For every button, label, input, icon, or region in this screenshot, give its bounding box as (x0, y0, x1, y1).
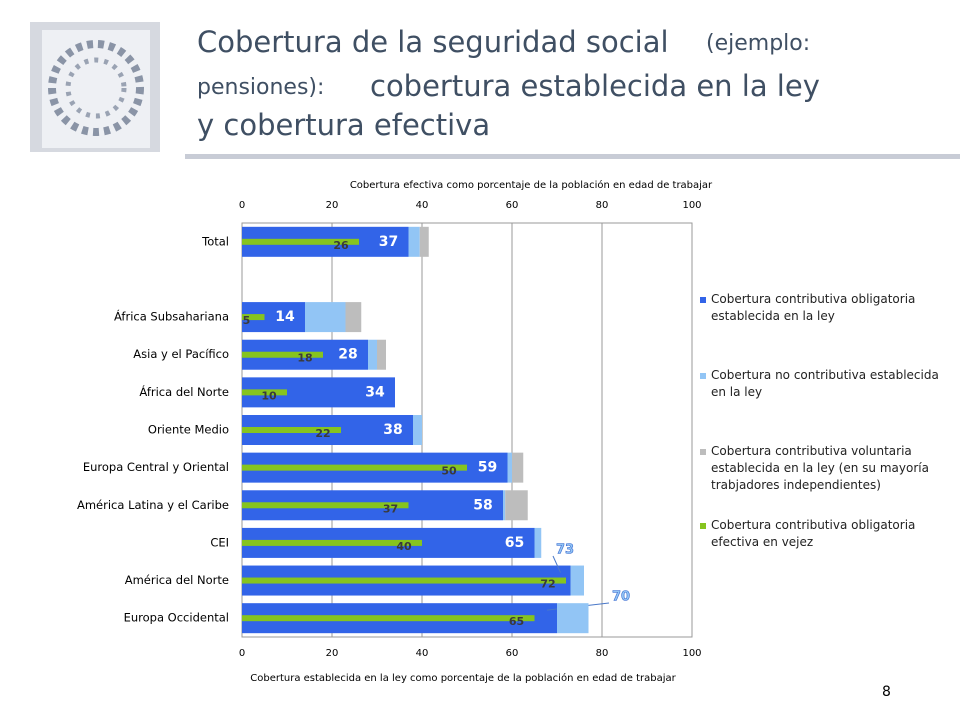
bar-segment (503, 490, 506, 521)
legend-entry: Cobertura contributiva obligatoria estab… (711, 292, 916, 323)
bar-label: 26 (333, 239, 349, 252)
bar-label: 58 (473, 497, 492, 513)
bar-label: 37 (379, 234, 398, 250)
bar-effective (242, 427, 341, 433)
legend-entry: Cobertura contributiva obligatoria efect… (711, 518, 916, 549)
bar-segment (505, 490, 528, 521)
bar-label: 40 (396, 540, 412, 553)
y-tick-label: África del Norte (139, 384, 229, 399)
y-tick-label: América Latina y el Caribe (77, 498, 229, 512)
x-tick-label: 20 (326, 200, 339, 211)
bar-effective (242, 389, 287, 396)
x-tick-label: 0 (239, 648, 245, 659)
legend-swatch (700, 297, 706, 303)
bar-label: 50 (441, 465, 457, 478)
bar-effective (242, 314, 265, 321)
title: Cobertura de la seguridad social (197, 25, 669, 59)
x-tick-label: 80 (596, 648, 609, 659)
legend-swatch (700, 523, 706, 529)
bar-segment (305, 302, 346, 333)
bar-label: 34 (365, 384, 385, 400)
bar-segment (413, 415, 422, 445)
title: (ejemplo: (706, 31, 810, 56)
legend-swatch (700, 449, 706, 455)
bar-label: 38 (383, 422, 402, 438)
y-tick-label: CEI (210, 535, 229, 549)
bar-effective (242, 615, 535, 622)
title: pensiones): (197, 75, 324, 100)
y-tick-label: Oriente Medio (148, 423, 229, 437)
axis-title: Cobertura efectiva como porcentaje de la… (350, 179, 713, 191)
bar-label: 72 (540, 578, 555, 591)
axis-title: Cobertura establecida en la ley como por… (250, 672, 676, 684)
y-tick-label: Total (201, 234, 229, 248)
y-tick-label: Europa Occidental (124, 611, 229, 625)
bar-label: 65 (509, 615, 524, 628)
bar-label: 22 (315, 427, 330, 440)
x-tick-label: 0 (239, 200, 245, 211)
legend-swatch (700, 373, 706, 379)
bar-effective (242, 539, 422, 546)
y-tick-label: Asia y el Pacífico (133, 347, 229, 361)
bar-label: 73 (556, 543, 574, 558)
logo (30, 22, 160, 152)
title: y cobertura efectiva (197, 108, 490, 142)
x-tick-label: 100 (682, 648, 701, 659)
bar-label: 65 (505, 535, 524, 551)
x-tick-label: 60 (506, 200, 519, 211)
bar-label: 5 (243, 314, 251, 327)
bar-effective (242, 238, 359, 245)
bar-label: 18 (297, 352, 312, 365)
x-tick-label: 60 (506, 648, 519, 659)
y-tick-label: África Subsahariana (114, 309, 229, 324)
title-rule (185, 154, 960, 159)
bar-segment (570, 565, 584, 596)
x-tick-label: 80 (596, 200, 609, 211)
bar-effective (242, 464, 467, 471)
bar-segment (377, 339, 386, 370)
bar-segment (419, 226, 429, 257)
bar-segment (512, 452, 524, 483)
x-tick-label: 40 (416, 648, 429, 659)
bar-segment (557, 603, 589, 634)
title: cobertura establecida en la ley (370, 69, 820, 103)
bar-segment (345, 302, 362, 333)
x-tick-label: 100 (682, 200, 701, 211)
bar-segment (534, 527, 542, 558)
legend-entry: Cobertura no contributiva establecida en… (711, 368, 939, 399)
bar-label: 28 (338, 347, 357, 363)
y-tick-label: América del Norte (125, 573, 229, 587)
x-tick-label: 20 (326, 648, 339, 659)
bar-effective (242, 502, 409, 509)
bar-label: 37 (383, 502, 398, 515)
callout-line (552, 555, 561, 573)
legend-entry: Cobertura contributiva voluntaria establ… (711, 444, 929, 492)
page-number: 8 (882, 684, 891, 700)
bar-segment (507, 452, 512, 483)
y-tick-label: Europa Central y Oriental (83, 460, 229, 474)
bar-segment (368, 339, 377, 370)
bar-label: 70 (612, 590, 630, 605)
bar-effective (242, 351, 323, 358)
bar-label: 59 (478, 460, 497, 476)
bar-segment (408, 226, 420, 257)
bar-label: 10 (261, 389, 277, 402)
x-tick-label: 40 (416, 200, 429, 211)
bar-label: 14 (275, 309, 295, 325)
bar-effective (242, 577, 566, 584)
